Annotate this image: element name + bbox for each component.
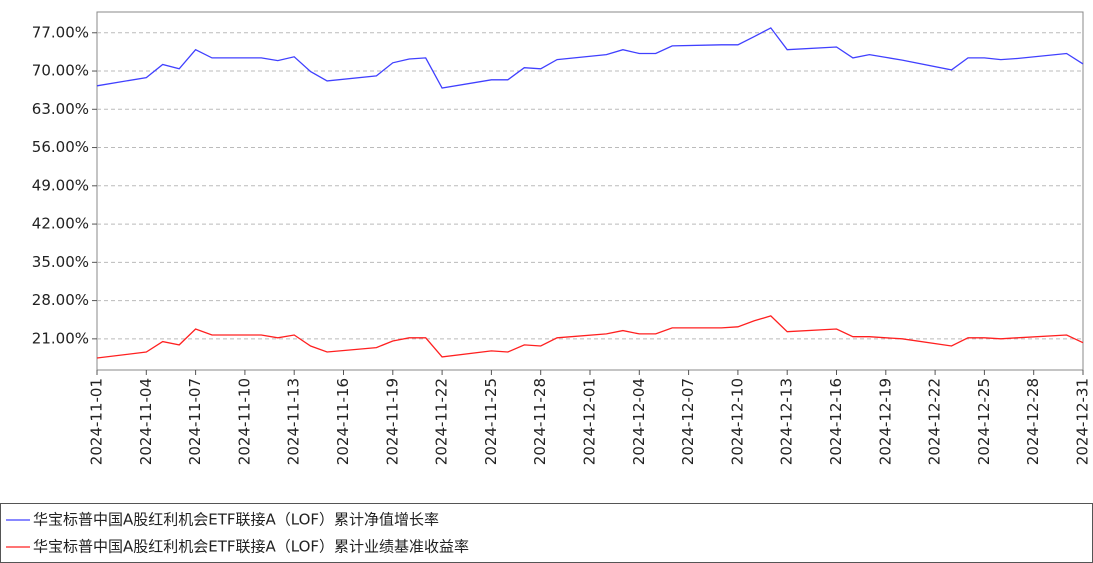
x-tick-label: 2024-11-01 [88, 378, 106, 465]
x-tick-label: 2024-12-04 [630, 378, 648, 465]
x-tick-label: 2024-12-10 [728, 378, 746, 465]
legend-label: 华宝标普中国A股红利机会ETF联接A（LOF）累计业绩基准收益率 [33, 538, 469, 556]
y-tick-label: 77.00% [32, 23, 89, 41]
legend-label: 华宝标普中国A股红利机会ETF联接A（LOF）累计净值增长率 [33, 511, 439, 529]
x-tick-label: 2024-11-13 [285, 378, 303, 465]
series-line [96, 315, 1084, 359]
y-tick-label: 35.00% [32, 253, 89, 271]
x-tick-label: 2024-12-25 [975, 378, 993, 465]
x-tick-label: 2024-11-22 [433, 378, 451, 465]
x-tick-label: 2024-12-28 [1024, 378, 1042, 465]
x-tick-label: 2024-12-13 [778, 378, 796, 465]
x-tick-label: 2024-11-16 [334, 378, 352, 465]
x-tick-label: 2024-11-19 [383, 378, 401, 465]
y-tick-label: 70.00% [32, 62, 89, 80]
x-tick-label: 2024-12-01 [581, 378, 599, 465]
y-tick-label: 56.00% [32, 138, 89, 156]
x-tick-label: 2024-11-25 [482, 378, 500, 465]
y-tick-label: 42.00% [32, 215, 89, 233]
x-tick-label: 2024-12-22 [926, 378, 944, 465]
x-tick-label: 2024-11-28 [531, 378, 549, 465]
x-tick-label: 2024-11-04 [137, 378, 155, 465]
y-tick-label: 63.00% [32, 100, 89, 118]
x-tick-label: 2024-12-19 [876, 378, 894, 465]
x-tick-label: 2024-11-10 [235, 378, 253, 465]
y-tick-label: 21.00% [32, 329, 89, 347]
x-tick-label: 2024-12-16 [827, 378, 845, 465]
x-tick-label: 2024-12-31 [1074, 378, 1092, 465]
x-tick-label: 2024-12-07 [679, 378, 697, 465]
x-tick-label: 2024-11-07 [186, 378, 204, 465]
series-line [96, 27, 1084, 89]
y-tick-label: 49.00% [32, 176, 89, 194]
y-tick-label: 28.00% [32, 291, 89, 309]
plot-frame [96, 11, 1084, 371]
